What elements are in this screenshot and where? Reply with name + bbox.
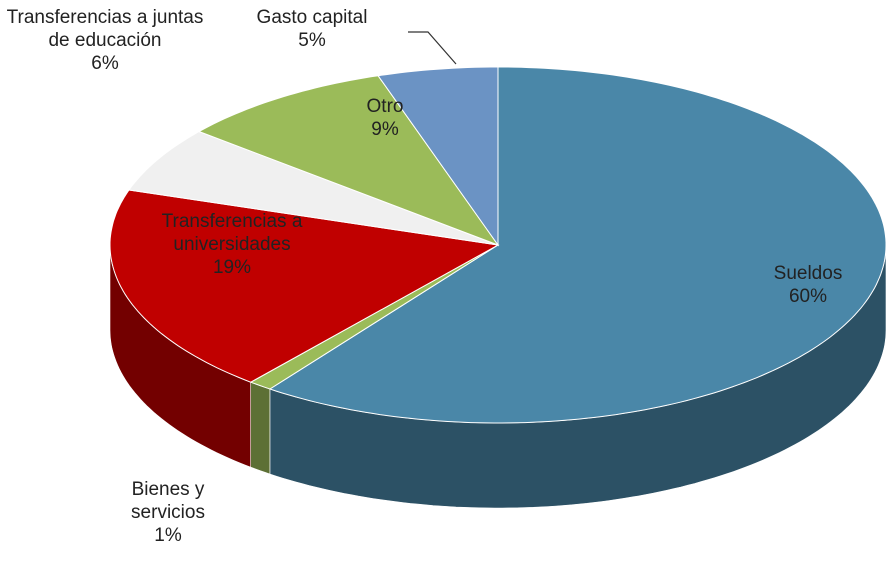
percent-label: 19% <box>212 257 252 278</box>
slice-side <box>250 381 271 475</box>
percent-label: 9% <box>371 119 399 140</box>
leader-line <box>408 31 457 65</box>
slice <box>268 66 887 424</box>
slice <box>128 130 499 246</box>
category-label: Otro <box>366 96 404 117</box>
slice <box>197 75 500 247</box>
category-label: Bienes y servicios <box>131 479 205 523</box>
data-label: Bienes y servicios 1% <box>113 478 223 547</box>
slice <box>109 189 500 383</box>
data-label: Transferencias a universidades 19% <box>127 210 337 279</box>
percent-label: 1% <box>154 525 182 546</box>
data-label: Otro 9% <box>340 95 430 141</box>
percent-label: 5% <box>298 30 326 51</box>
category-label: Gasto capital <box>256 7 368 28</box>
category-label: Sueldos <box>773 263 843 284</box>
percent-label: 60% <box>788 286 828 307</box>
data-label: Sueldos 60% <box>733 262 883 308</box>
data-label: Gasto capital 5% <box>227 6 397 52</box>
percent-label: 6% <box>91 53 119 74</box>
category-label: Transferencias a universidades <box>161 211 303 255</box>
category-label: Transferencias a juntas de educación <box>6 7 204 51</box>
data-label: Transferencias a juntas de educación 6% <box>0 6 213 75</box>
slice <box>377 66 499 247</box>
